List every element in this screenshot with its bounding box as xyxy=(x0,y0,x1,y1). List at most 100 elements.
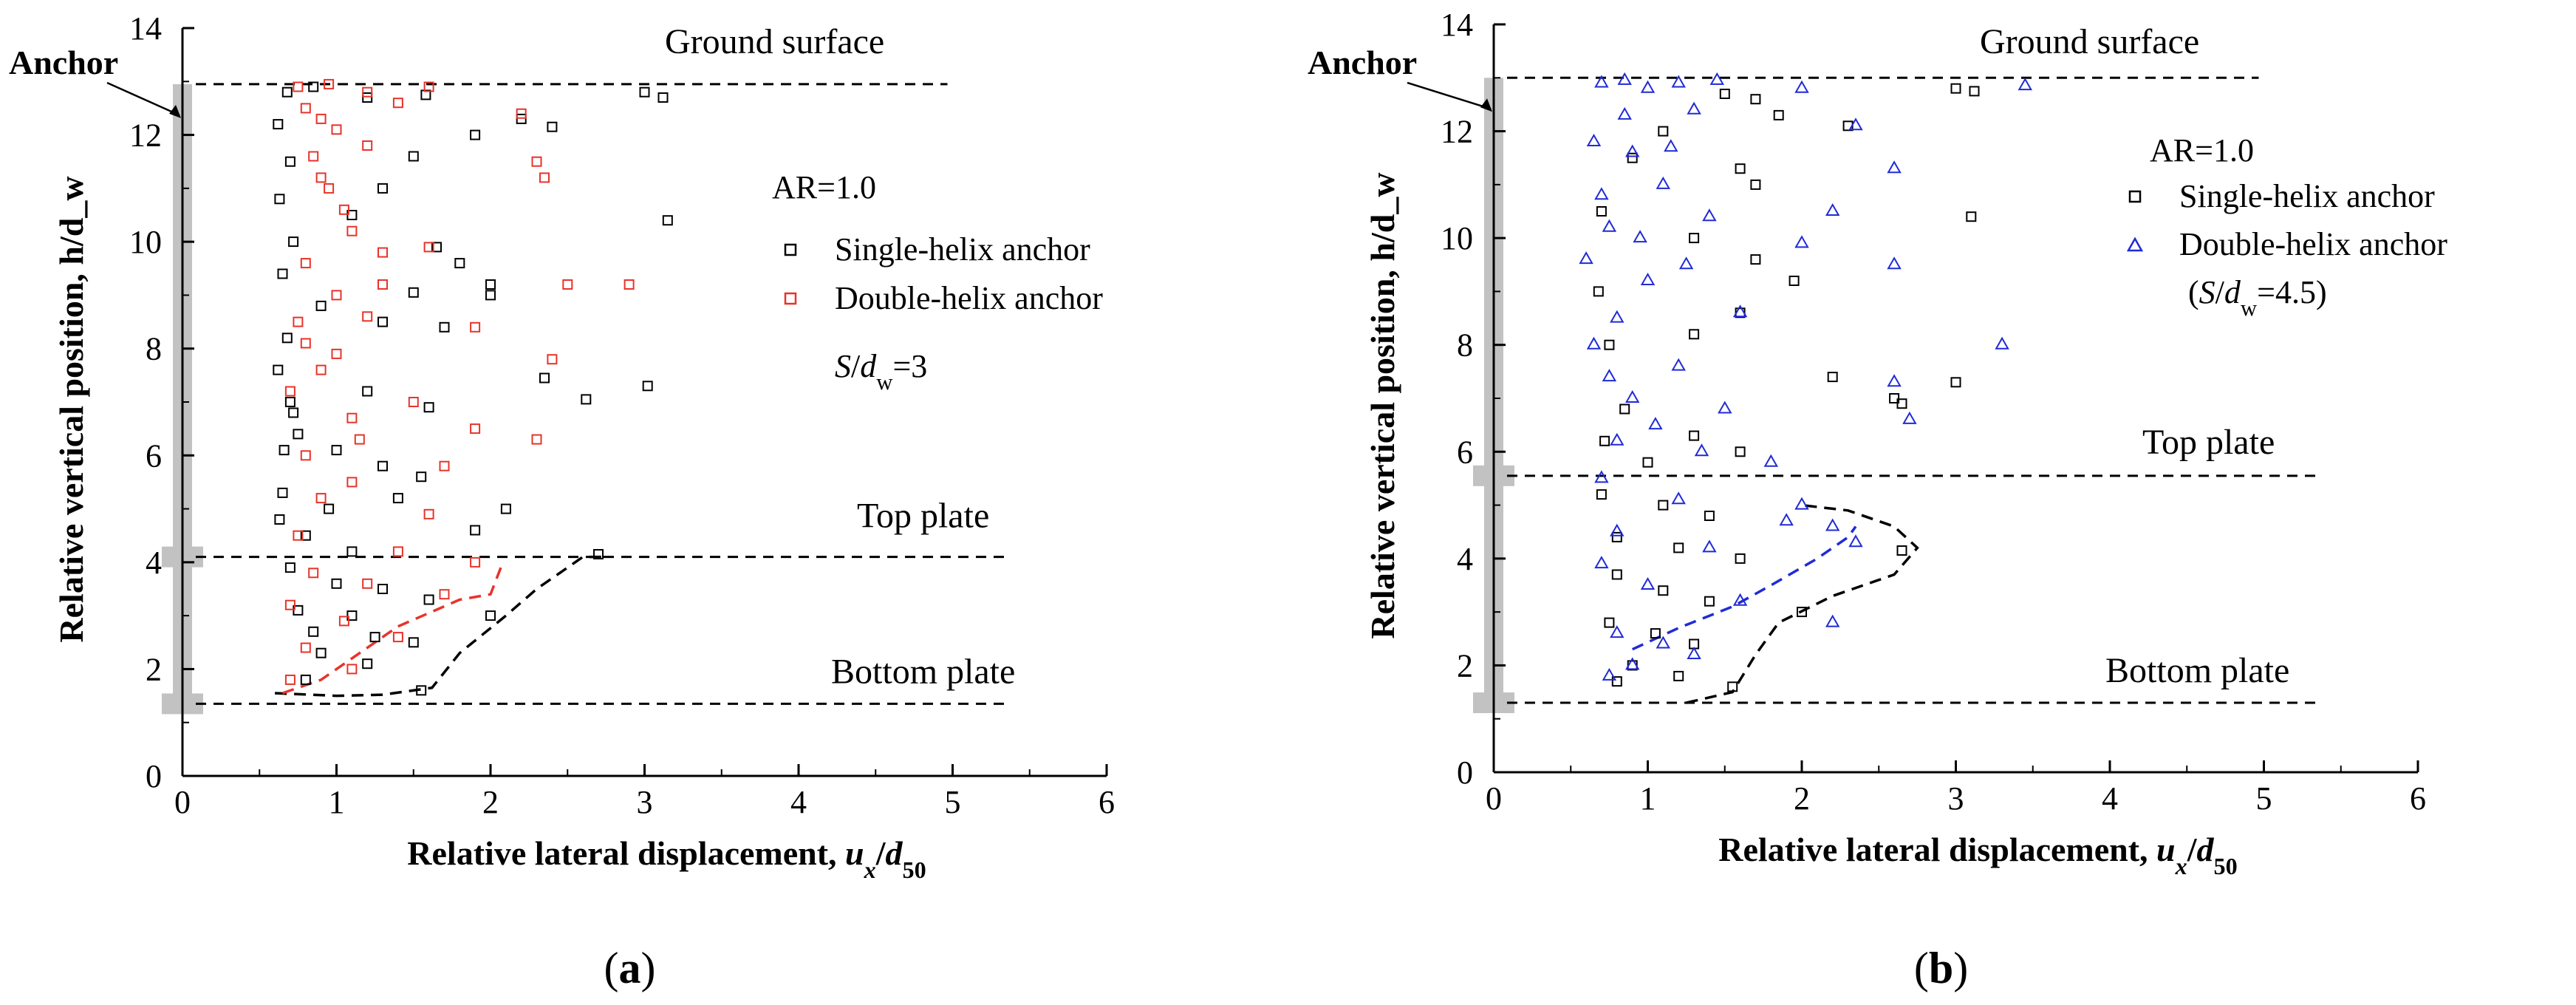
data-point xyxy=(1624,657,1640,670)
data-point xyxy=(1735,446,1746,457)
legend-spacing: S/dw=3 xyxy=(835,348,927,395)
data-point xyxy=(439,589,450,600)
data-point xyxy=(377,247,388,258)
legend-entry: Double-helix anchor xyxy=(835,280,1103,316)
data-point xyxy=(377,316,388,327)
data-point xyxy=(392,493,403,504)
envelope-line xyxy=(275,555,607,698)
data-point xyxy=(1594,556,1609,569)
data-point xyxy=(547,121,558,132)
data-point xyxy=(423,81,434,92)
data-point xyxy=(392,98,403,109)
data-point xyxy=(423,508,434,519)
data-point xyxy=(1604,617,1615,628)
data-point xyxy=(593,549,604,559)
legend-spacing: (S/dw=4.5) xyxy=(2188,274,2327,321)
data-point xyxy=(1602,369,1617,382)
legend-entry: Double-helix anchor xyxy=(2179,226,2447,262)
y-axis-label: Relative vertical position, h/d_w xyxy=(1364,172,1401,638)
data-point xyxy=(1848,117,1863,131)
data-point xyxy=(470,321,481,333)
ground-surface-label: Ground surface xyxy=(665,22,884,61)
data-point xyxy=(1594,75,1609,88)
y-tick-label: 2 xyxy=(1457,647,1473,684)
data-point xyxy=(293,316,304,327)
data-point xyxy=(1704,511,1715,521)
data-point xyxy=(408,397,419,407)
anchor-arrow xyxy=(1407,81,1492,110)
x-tick-label: 0 xyxy=(174,784,191,820)
data-point xyxy=(284,674,295,685)
data-point xyxy=(1689,329,1700,340)
data-point xyxy=(2018,78,2033,91)
data-point xyxy=(1887,374,1902,387)
data-point xyxy=(485,290,496,301)
data-point xyxy=(346,210,358,220)
data-point xyxy=(331,578,342,589)
data-point xyxy=(408,151,419,162)
data-point xyxy=(377,584,388,594)
data-point xyxy=(284,562,295,573)
data-point xyxy=(308,151,319,162)
data-point xyxy=(1610,310,1624,323)
data-point xyxy=(1794,497,1809,510)
legend-marker xyxy=(2128,190,2142,203)
data-point xyxy=(1671,75,1686,88)
data-point xyxy=(516,113,527,124)
data-point xyxy=(362,86,373,98)
legend-marker xyxy=(784,243,797,256)
data-point xyxy=(642,381,653,392)
data-point xyxy=(531,434,542,445)
data-point xyxy=(1797,607,1807,618)
data-point xyxy=(1604,339,1615,350)
data-point xyxy=(377,460,388,471)
data-point xyxy=(1640,80,1656,93)
data-point xyxy=(324,78,335,89)
data-point xyxy=(300,103,311,114)
data-point xyxy=(1704,596,1715,607)
data-point xyxy=(1586,336,1602,350)
data-point xyxy=(431,242,442,253)
x-tick-label: 6 xyxy=(2410,780,2426,817)
anchor-label: Anchor xyxy=(1308,44,1417,81)
data-point xyxy=(308,81,319,92)
data-point xyxy=(1995,336,2009,350)
data-point xyxy=(362,386,373,397)
data-point xyxy=(662,215,673,226)
data-point xyxy=(1656,176,1671,189)
y-tick-label: 6 xyxy=(146,437,162,474)
data-point xyxy=(1650,628,1661,639)
data-point xyxy=(416,685,427,696)
data-point xyxy=(1617,106,1632,120)
data-point xyxy=(1678,256,1694,270)
data-point xyxy=(1896,545,1907,556)
x-tick-label: 5 xyxy=(945,784,961,820)
y-axis-label: Relative vertical position, h/d_w xyxy=(52,176,90,642)
data-point xyxy=(300,642,311,653)
data-point xyxy=(420,89,431,100)
data-point xyxy=(308,626,319,637)
data-point xyxy=(284,397,295,407)
data-point xyxy=(408,287,419,298)
data-point xyxy=(354,434,365,445)
data-point xyxy=(1673,670,1684,681)
legend-entry: Single-helix anchor xyxy=(835,231,1090,268)
y-tick-label: 0 xyxy=(146,758,162,794)
data-point xyxy=(1658,500,1669,511)
data-point xyxy=(1788,276,1800,286)
data-point xyxy=(1887,160,1902,174)
data-point xyxy=(277,487,288,498)
data-point xyxy=(300,338,311,349)
data-point xyxy=(338,204,349,215)
data-point xyxy=(377,183,388,194)
data-point xyxy=(346,412,358,423)
data-point xyxy=(439,460,450,471)
data-point xyxy=(1671,358,1686,371)
data-point xyxy=(284,386,295,397)
data-point xyxy=(293,81,304,92)
data-point xyxy=(408,637,419,648)
data-point xyxy=(288,236,299,248)
data-point xyxy=(1950,83,1961,94)
data-point xyxy=(1579,251,1593,265)
